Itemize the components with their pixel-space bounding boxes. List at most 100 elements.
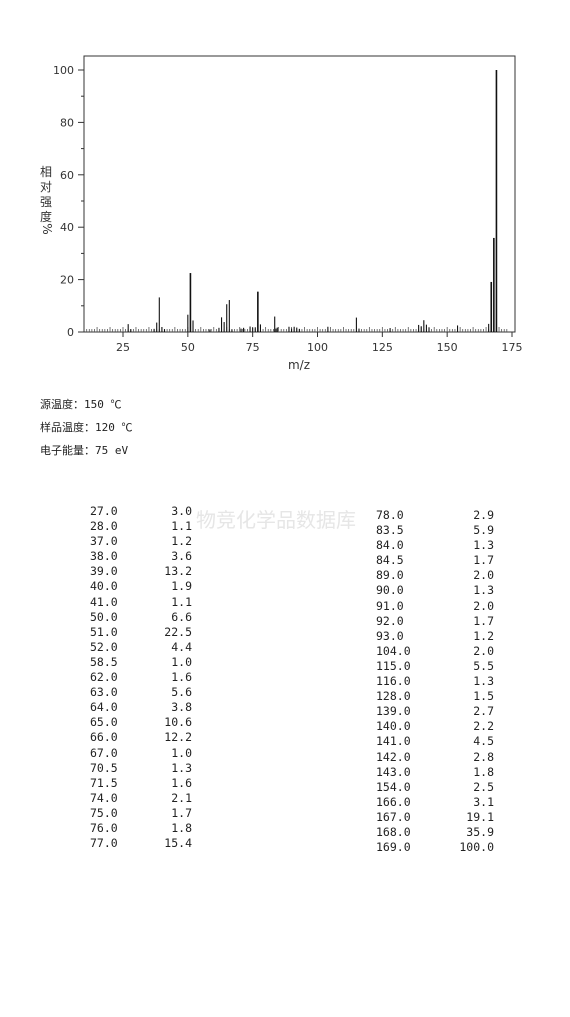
- intensity-value: 2.0: [473, 643, 494, 658]
- intensity-value: 2.8: [473, 749, 494, 764]
- table-row: 75.0 1.7: [90, 806, 220, 821]
- svg-text:%: %: [40, 223, 54, 234]
- intensity-value: 1.7: [171, 805, 192, 820]
- intensity-value: 1.3: [473, 583, 494, 598]
- mz-value: 84.5: [376, 553, 404, 568]
- table-row: 83.5 5.9: [376, 523, 506, 538]
- table-row: 63.0 5.6: [90, 685, 220, 700]
- mz-value: 83.5: [376, 523, 404, 538]
- table-row: 166.0 3.1: [376, 795, 506, 810]
- x-axis-ticks: 25 50 75 100 125 150 175: [116, 332, 523, 354]
- intensity-value: 1.2: [473, 628, 494, 643]
- mz-value: 115.0: [376, 658, 411, 673]
- table-row: 62.0 1.6: [90, 670, 220, 685]
- mz-value: 66.0: [90, 730, 118, 745]
- table-row: 115.0 5.5: [376, 659, 506, 674]
- mz-value: 75.0: [90, 805, 118, 820]
- table-row: 65.0 10.6: [90, 715, 220, 730]
- mz-value: 51.0: [90, 624, 118, 639]
- intensity-value: 1.5: [473, 689, 494, 704]
- y-tick-label: 100: [53, 64, 74, 77]
- mz-value: 64.0: [90, 700, 118, 715]
- intensity-value: 35.9: [466, 824, 494, 839]
- table-row: 141.0 4.5: [376, 734, 506, 749]
- table-row: 84.0 1.3: [376, 538, 506, 553]
- table-row: 70.5 1.3: [90, 761, 220, 776]
- intensity-value: 2.7: [473, 704, 494, 719]
- table-row: 116.0 1.3: [376, 674, 506, 689]
- mz-value: 143.0: [376, 764, 411, 779]
- table-row: 91.0 2.0: [376, 599, 506, 614]
- mz-value: 50.0: [90, 609, 118, 624]
- table-row: 38.0 3.6: [90, 549, 220, 564]
- table-row: 27.0 3.0: [90, 504, 220, 519]
- mass-spectrum-chart: 25 50 75 100 125 150 175 0 20 40 60 80 100 m/z 相 对 …: [40, 55, 523, 372]
- y-axis-ticks: 0 20 40 60 80 100: [53, 64, 84, 339]
- x-tick-label: 50: [181, 341, 195, 354]
- intensity-value: 1.2: [171, 534, 192, 549]
- intensity-value: 1.8: [473, 764, 494, 779]
- intensity-value: 1.7: [473, 553, 494, 568]
- x-minor-ticks: [86, 327, 508, 332]
- intensity-value: 13.2: [164, 564, 192, 579]
- intensity-value: 1.0: [171, 654, 192, 669]
- mz-value: 40.0: [90, 579, 118, 594]
- intensity-value: 1.9: [171, 579, 192, 594]
- intensity-value: 2.1: [171, 790, 192, 805]
- table-row: 66.0 12.2: [90, 730, 220, 745]
- mz-value: 140.0: [376, 719, 411, 734]
- mz-value: 78.0: [376, 508, 404, 522]
- mz-value: 166.0: [376, 794, 411, 809]
- y-tick-label: 20: [60, 274, 74, 287]
- intensity-value: 1.3: [473, 538, 494, 553]
- intensity-value: 19.1: [466, 809, 494, 824]
- y-tick-label: 40: [60, 221, 74, 234]
- table-row: 41.0 1.1: [90, 595, 220, 610]
- mz-value: 93.0: [376, 628, 404, 643]
- intensity-value: 3.6: [171, 549, 192, 564]
- mz-value: 90.0: [376, 583, 404, 598]
- intensity-value: 3.1: [473, 794, 494, 809]
- source-temperature: 源温度：150 ℃: [40, 398, 122, 411]
- intensity-value: 1.0: [171, 745, 192, 760]
- y-tick-label: 60: [60, 169, 74, 182]
- mz-value: 58.5: [90, 654, 118, 669]
- x-tick-label: 150: [437, 341, 458, 354]
- mz-value: 128.0: [376, 689, 411, 704]
- table-row: 90.0 1.3: [376, 583, 506, 598]
- intensity-value: 2.0: [473, 598, 494, 613]
- table-row: 167.0 19.1: [376, 810, 506, 825]
- table-row: 50.0 6.6: [90, 610, 220, 625]
- mz-value: 168.0: [376, 824, 411, 839]
- table-row: 51.0 22.5: [90, 625, 220, 640]
- mz-value: 41.0: [90, 594, 118, 609]
- intensity-value: 1.8: [171, 820, 192, 835]
- intensity-value: 1.7: [473, 613, 494, 628]
- intensity-value: 22.5: [164, 624, 192, 639]
- intensity-value: 2.9: [473, 508, 494, 522]
- intensity-value: 12.2: [164, 730, 192, 745]
- table-row: 104.0 2.0: [376, 644, 506, 659]
- mz-value: 141.0: [376, 734, 411, 749]
- mz-value: 139.0: [376, 704, 411, 719]
- mz-value: 91.0: [376, 598, 404, 613]
- table-row: 154.0 2.5: [376, 780, 506, 795]
- svg-text:强: 强: [40, 195, 52, 209]
- mz-value: 76.0: [90, 820, 118, 835]
- mz-value: 67.0: [90, 745, 118, 760]
- mz-value: 37.0: [90, 534, 118, 549]
- table-row: 52.0 4.4: [90, 640, 220, 655]
- table-row: 143.0 1.8: [376, 765, 506, 780]
- table-row: 89.0 2.0: [376, 568, 506, 583]
- table-row: 92.0 1.7: [376, 614, 506, 629]
- mz-value: 154.0: [376, 779, 411, 794]
- table-row: 77.0 15.4: [90, 836, 220, 851]
- x-tick-label: 175: [502, 341, 523, 354]
- mz-value: 71.5: [90, 775, 118, 790]
- intensity-value: 4.5: [473, 734, 494, 749]
- x-tick-label: 75: [246, 341, 260, 354]
- intensity-value: 2.0: [473, 568, 494, 583]
- table-row: 84.5 1.7: [376, 553, 506, 568]
- mz-value: 70.5: [90, 760, 118, 775]
- spectrum-peaks: [127, 70, 498, 332]
